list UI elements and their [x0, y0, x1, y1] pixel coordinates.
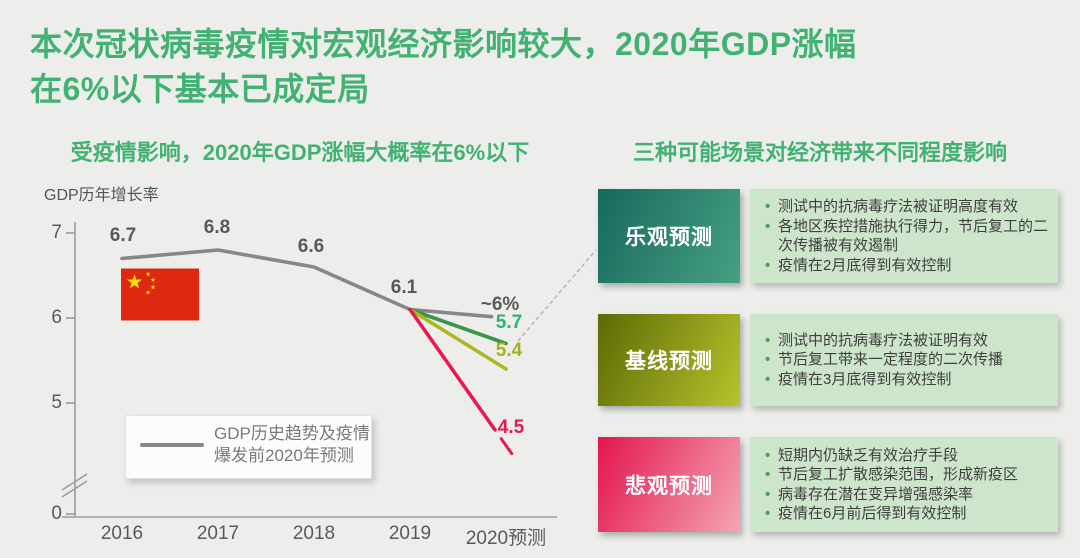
bullet-list-baseline: 测试中的抗病毒疗法被证明有效节后复工带来一定程度的二次传播疫情在3月底得到有效控…: [760, 331, 1003, 390]
scenario-bullets-pessimistic: 短期内仍缺乏有效治疗手段节后复工扩散感染范围，形成新疫区病毒存在潜在变异增强感染…: [750, 437, 1058, 532]
axis-break-mark: [61, 473, 88, 498]
bullet-item: 短期内仍缺乏有效治疗手段: [760, 446, 1018, 466]
scenario-row-optimistic: 乐观预测 测试中的抗病毒疗法被证明高度有效各地区疾控措施执行得力，节后复工的二次…: [598, 189, 1058, 283]
bullet-item: 各地区疾控措施执行得力，节后复工的二次传播被有效遏制: [760, 217, 1048, 256]
page-title-line1: 本次冠状病毒疫情对宏观经济影响较大，2020年GDP涨幅: [30, 26, 857, 62]
bullet-item: 疫情在6月前后得到有效控制: [760, 504, 1018, 524]
data-point-label: 6.6: [297, 236, 325, 257]
china-flag-icon: [121, 268, 199, 321]
y-tick-label: 5: [51, 392, 62, 413]
legend-label-line2: 爆发前2020年预测: [214, 446, 354, 465]
series-line: [408, 307, 508, 371]
left-chart-subtitle: 受疫情影响，2020年GDP涨幅大概率在6%以下: [70, 140, 530, 165]
x-tick-label: 2017: [196, 523, 240, 544]
scenario-row-baseline: 基线预测 测试中的抗病毒疗法被证明有效节后复工带来一定程度的二次传播疫情在3月底…: [598, 314, 1058, 406]
bullet-item: 疫情在3月底得到有效控制: [760, 370, 1003, 390]
x-tick-label: 2018: [292, 523, 336, 544]
y-tick-marks: [66, 232, 75, 515]
scenario-row-pessimistic: 悲观预测 短期内仍缺乏有效治疗手段节后复工扩散感染范围，形成新疫区病毒存在潜在变…: [598, 437, 1058, 532]
x-tick-label: 2019: [388, 523, 432, 544]
data-point-label: 5.7: [495, 312, 523, 333]
y-tick-label: 6: [51, 307, 62, 328]
y-axis-title: GDP历年增长率: [44, 187, 159, 204]
data-point-label: 4.5: [497, 417, 525, 438]
legend-label: GDP历史趋势及疫情 爆发前2020年预测: [214, 423, 370, 467]
series-line: [408, 307, 497, 432]
axes: [61, 222, 557, 518]
bullet-item: 疫情在2月底得到有效控制: [760, 256, 1048, 276]
data-point-label: 6.8: [203, 217, 231, 238]
legend-line-sample: [140, 443, 204, 447]
bullet-item: 节后复工带来一定程度的二次传播: [760, 350, 1003, 370]
bullet-item: 测试中的抗病毒疗法被证明有效: [760, 331, 1003, 351]
data-point-label: ~6%: [480, 294, 520, 315]
y-tick-label: 7: [51, 222, 62, 243]
data-point-label: 6.1: [390, 277, 418, 298]
bullet-list-optimistic: 测试中的抗病毒疗法被证明高度有效各地区疾控措施执行得力，节后复工的二次传播被有效…: [760, 197, 1048, 275]
scenario-badge-optimistic: 乐观预测: [598, 189, 740, 283]
series-line: [408, 307, 508, 346]
right-panel-subtitle: 三种可能场景对经济带来不同程度影响: [632, 140, 1007, 165]
series-lines: [120, 248, 514, 456]
scenario-bullets-baseline: 测试中的抗病毒疗法被证明有效节后复工带来一定程度的二次传播疫情在3月底得到有效控…: [750, 314, 1058, 406]
scenario-bullets-optimistic: 测试中的抗病毒疗法被证明高度有效各地区疾控措施执行得力，节后复工的二次传播被有效…: [750, 189, 1058, 283]
data-point-label: 6.7: [109, 225, 137, 246]
page-title-line2: 在6%以下基本已成定局: [30, 71, 370, 107]
x-tick-label: 2020预测: [465, 528, 547, 549]
x-tick-label: 2016: [100, 523, 144, 544]
series-line: [120, 248, 494, 319]
chart-legend: GDP历史趋势及疫情 爆发前2020年预测: [125, 415, 372, 479]
connector-dashed-line: [517, 249, 597, 342]
bullet-item: 测试中的抗病毒疗法被证明高度有效: [760, 197, 1048, 217]
bullet-item: 节后复工扩散感染范围，形成新疫区: [760, 465, 1018, 485]
bullet-list-pessimistic: 短期内仍缺乏有效治疗手段节后复工扩散感染范围，形成新疫区病毒存在潜在变异增强感染…: [760, 446, 1018, 524]
legend-label-line1: GDP历史趋势及疫情: [214, 424, 370, 443]
series-line: [499, 437, 514, 456]
scenario-badge-baseline: 基线预测: [598, 314, 740, 406]
y-tick-label: 0: [51, 503, 62, 524]
bullet-item: 病毒存在潜在变异增强感染率: [760, 485, 1018, 505]
scenario-badge-pessimistic: 悲观预测: [598, 437, 740, 532]
page-title: 本次冠状病毒疫情对宏观经济影响较大，2020年GDP涨幅 在6%以下基本已成定局: [30, 22, 1050, 112]
data-point-label: 5.4: [495, 340, 523, 361]
